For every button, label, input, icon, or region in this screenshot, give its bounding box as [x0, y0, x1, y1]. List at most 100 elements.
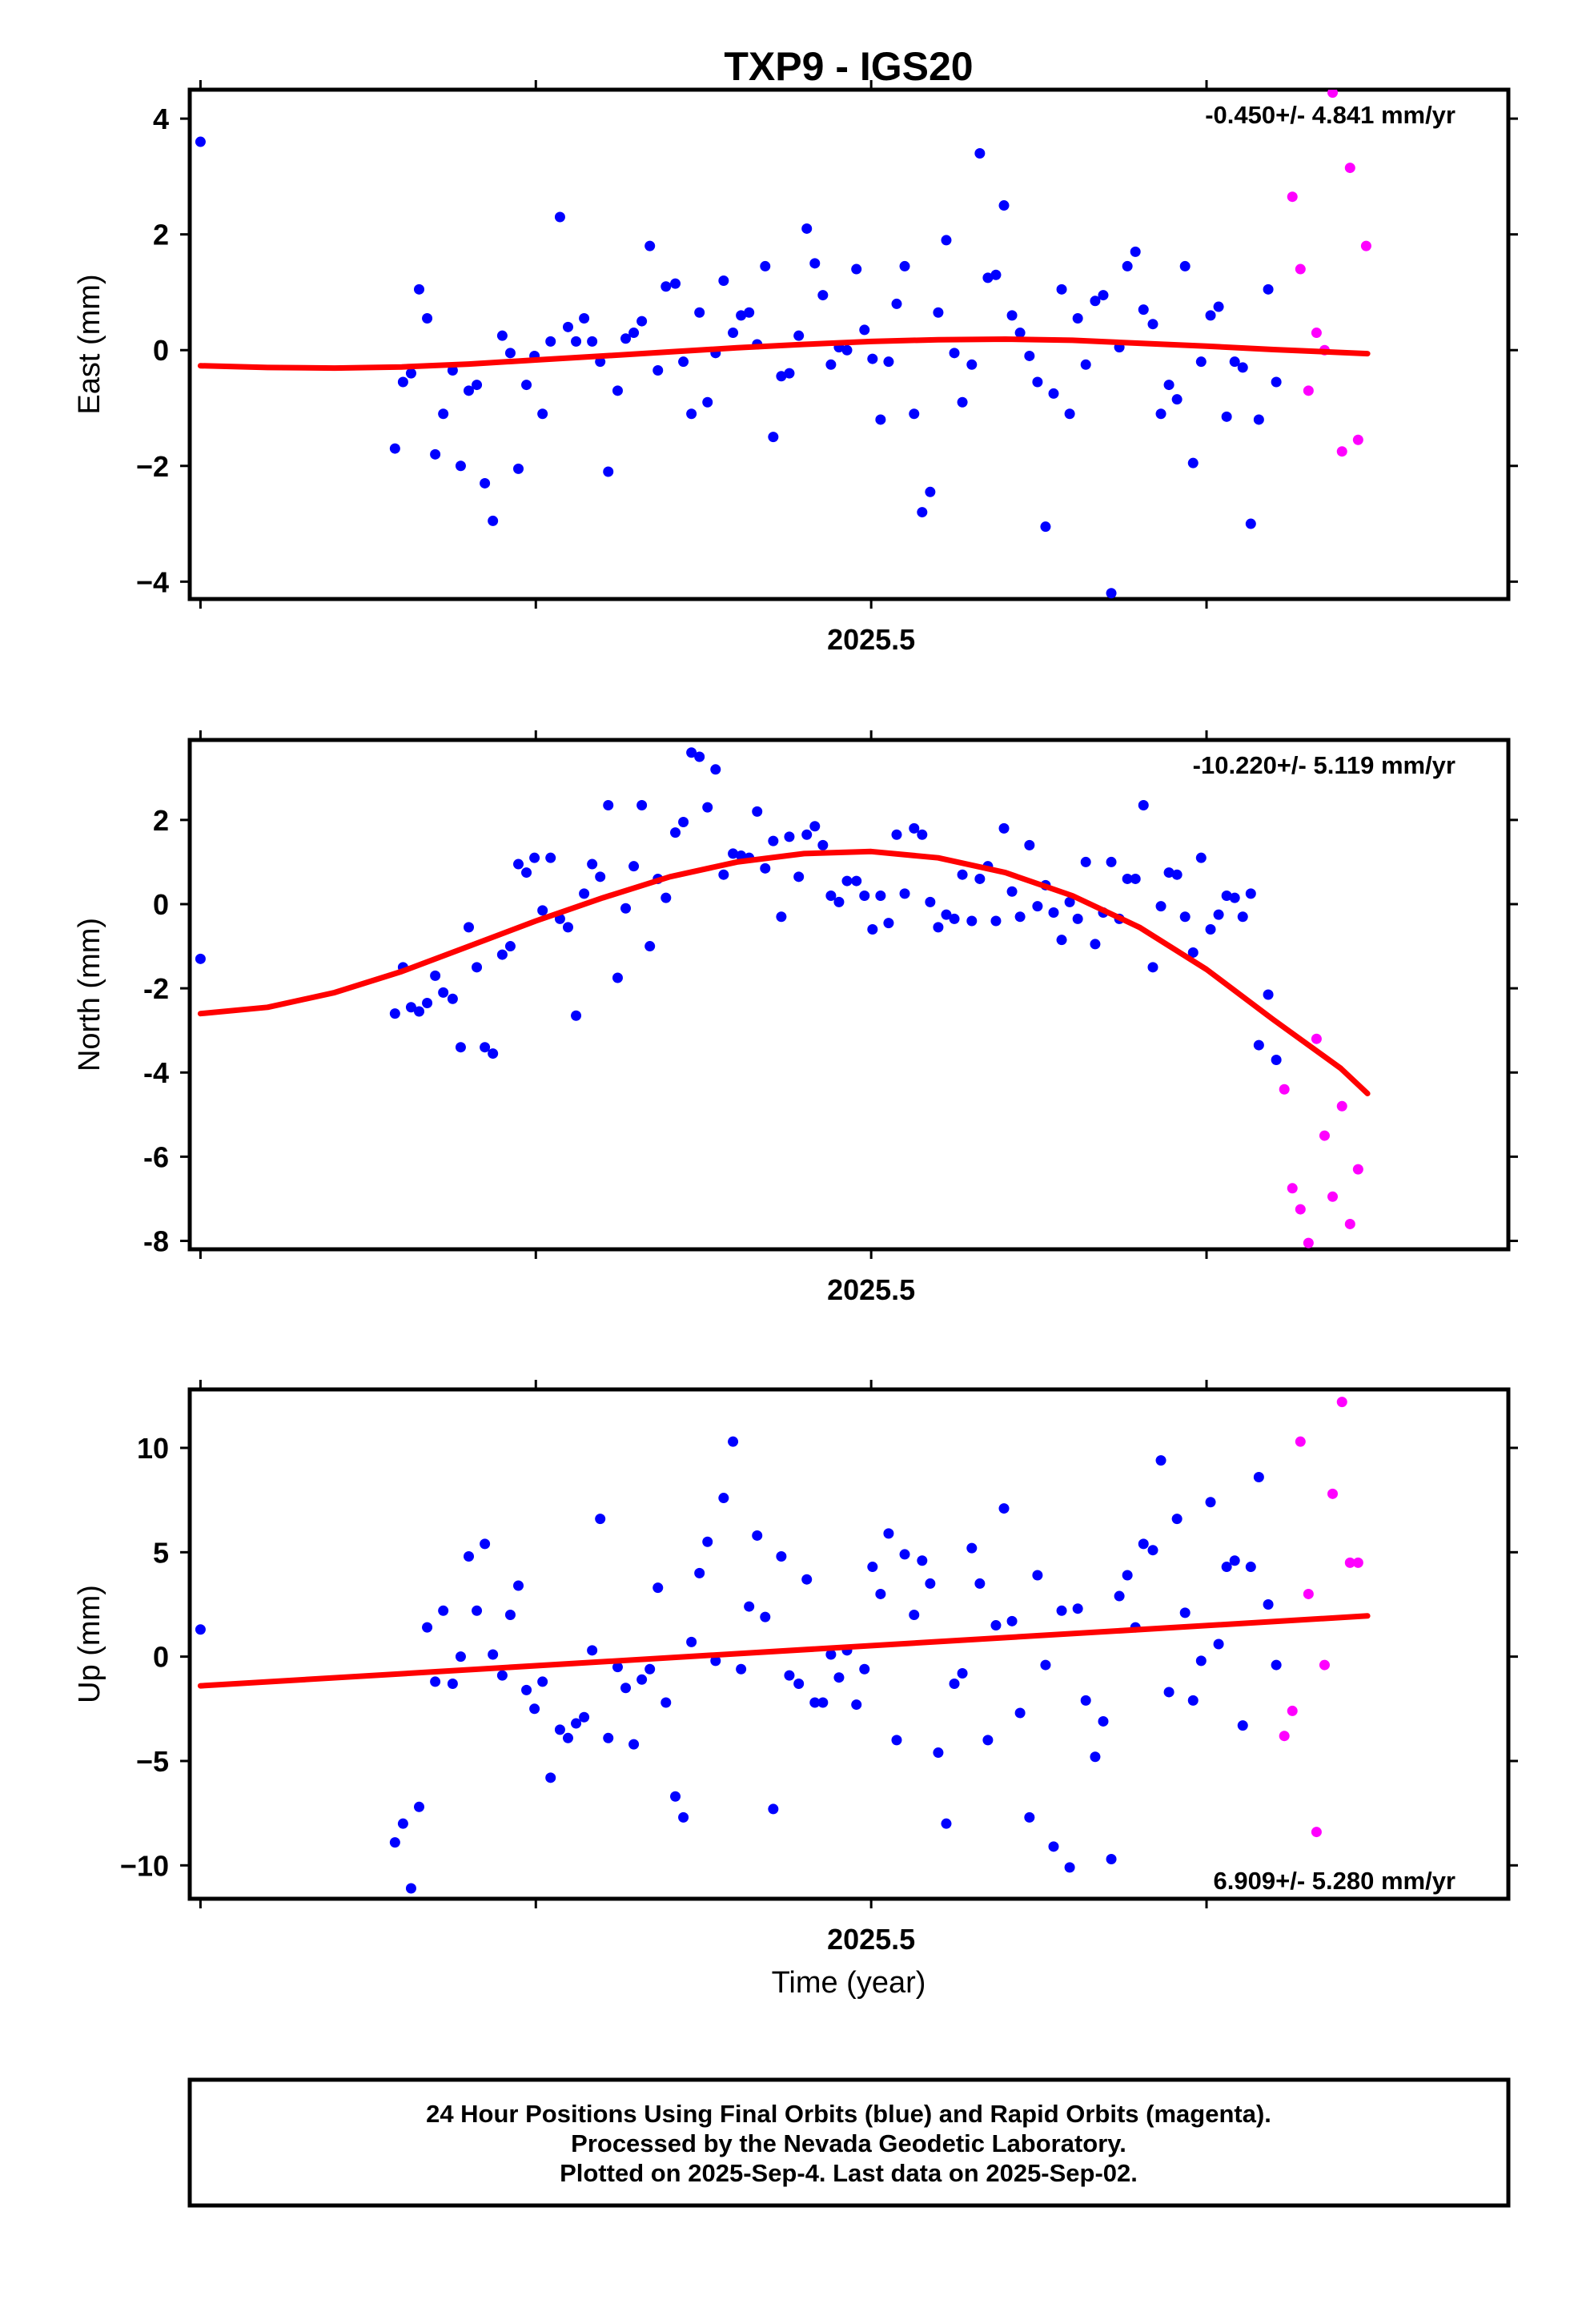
y-tick-label: 0 — [153, 888, 169, 921]
final-orbit-point — [496, 330, 508, 341]
final-orbit-point — [1040, 521, 1051, 533]
final-orbit-point — [825, 359, 837, 370]
final-orbit-point — [670, 827, 681, 838]
final-orbit-point — [1006, 310, 1018, 321]
final-orbit-point — [1056, 1605, 1067, 1616]
final-orbit-point — [817, 839, 829, 850]
footer-box: 24 Hour Positions Using Final Orbits (bl… — [187, 2077, 1511, 2208]
final-orbit-point — [1048, 907, 1059, 919]
final-orbit-point — [825, 890, 837, 901]
final-orbit-point — [998, 200, 1010, 211]
final-orbit-point — [464, 922, 475, 933]
final-orbit-point — [949, 348, 960, 359]
final-orbit-point — [957, 869, 968, 880]
rapid-orbit-point — [1303, 1237, 1314, 1248]
rapid-orbit-point — [1360, 240, 1371, 251]
final-orbit-point — [760, 862, 771, 874]
final-orbit-point — [1056, 935, 1067, 946]
final-orbit-point — [841, 875, 853, 887]
final-orbit-point — [909, 822, 920, 834]
final-orbit-point — [899, 260, 910, 271]
final-orbit-point — [909, 1610, 920, 1621]
final-orbit-point — [562, 321, 573, 332]
final-orbit-point — [1195, 356, 1207, 368]
final-orbit-point — [718, 275, 729, 286]
final-orbit-point — [1179, 1607, 1191, 1618]
final-orbit-point — [867, 924, 878, 935]
rapid-orbit-point — [1327, 1488, 1339, 1499]
final-orbit-point — [545, 852, 556, 863]
panel-up: 10 5 0 −5 −10 2025.5 Up (mm) 6.909+/- 5.280 mm/… — [73, 1380, 1518, 1956]
final-orbit-point — [1080, 359, 1091, 370]
plot-frame — [187, 1387, 1511, 1901]
final-orbit-point — [702, 396, 713, 408]
final-orbit-point — [628, 861, 640, 872]
final-orbit-point — [760, 260, 771, 271]
final-orbit-point — [1179, 911, 1191, 923]
final-orbit-point — [1253, 1471, 1264, 1482]
final-orbit-point — [195, 1624, 206, 1635]
final-orbit-point — [760, 1611, 771, 1622]
final-orbit-point — [472, 1605, 483, 1616]
final-orbit-point — [562, 1732, 573, 1743]
final-orbit-point — [728, 848, 739, 859]
final-orbit-point — [620, 1683, 632, 1694]
final-orbit-point — [949, 913, 960, 924]
final-orbit-point — [917, 1555, 928, 1566]
rapid-orbit-point — [1287, 191, 1298, 203]
final-orbit-point — [612, 385, 623, 396]
final-orbit-point — [686, 747, 697, 758]
final-orbit-point — [554, 211, 565, 223]
final-orbit-point — [529, 1703, 540, 1715]
rapid-orbit-point — [1352, 1164, 1363, 1175]
plot-frame — [187, 87, 1511, 601]
final-orbit-point — [464, 385, 475, 396]
y-tick-label: 10 — [137, 1432, 169, 1465]
final-orbit-point — [1056, 283, 1067, 295]
final-orbit-point — [414, 1801, 425, 1812]
x-axis-label: Time (year) — [772, 1966, 926, 2000]
final-orbit-point — [644, 1663, 656, 1675]
final-orbit-point — [1205, 924, 1216, 935]
final-orbit-point — [1245, 1562, 1256, 1573]
final-orbit-point — [464, 1551, 475, 1562]
fit-line — [197, 336, 1371, 372]
final-orbit-point — [1040, 1659, 1051, 1671]
final-orbit-point — [504, 1610, 516, 1621]
final-orbit-point — [521, 1684, 532, 1695]
final-orbit-point — [833, 896, 845, 907]
final-orbit-point — [670, 278, 681, 289]
final-orbit-point — [670, 1791, 681, 1802]
rapid-orbit-point — [1279, 1731, 1290, 1742]
final-orbit-point — [1106, 856, 1117, 867]
final-orbit-point — [933, 1747, 944, 1759]
final-orbit-point — [974, 873, 986, 884]
footer-line-2: Processed by the Nevada Geodetic Laborat… — [571, 2129, 1126, 2157]
final-orbit-point — [1138, 799, 1149, 810]
final-orbit-point — [768, 1803, 779, 1815]
final-orbit-point — [512, 1580, 524, 1591]
rapid-orbit-point — [1287, 1705, 1298, 1716]
final-orbit-point — [587, 858, 598, 870]
final-orbit-point — [744, 307, 755, 318]
rapid-orbit-point — [1295, 1436, 1306, 1447]
final-orbit-point — [488, 515, 499, 526]
final-orbit-point — [710, 764, 721, 775]
final-orbit-point — [686, 1636, 697, 1647]
final-orbit-point — [447, 365, 458, 376]
final-orbit-point — [933, 307, 944, 318]
final-orbit-point — [752, 806, 763, 817]
final-orbit-point — [595, 871, 606, 883]
final-orbit-point — [1032, 376, 1043, 388]
final-orbit-point — [1271, 1054, 1282, 1065]
final-orbit-point — [587, 336, 598, 347]
final-orbit-point — [925, 896, 936, 907]
final-orbit-point — [472, 380, 483, 391]
y-tick-label: −10 — [120, 1849, 169, 1882]
final-orbit-point — [1122, 1570, 1133, 1581]
rapid-orbit-point — [1344, 163, 1355, 174]
final-orbit-point — [661, 281, 672, 292]
final-orbit-point — [628, 328, 640, 339]
final-orbit-point — [917, 507, 928, 518]
y-axis-label: Up (mm) — [73, 1585, 106, 1703]
